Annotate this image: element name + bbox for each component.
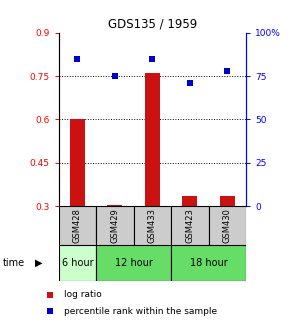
Bar <box>70 119 85 206</box>
Bar <box>107 205 122 206</box>
Bar <box>220 196 235 206</box>
Text: GSM429: GSM429 <box>110 208 119 243</box>
Text: 18 hour: 18 hour <box>190 258 227 268</box>
Bar <box>96 245 171 281</box>
Bar <box>209 206 246 245</box>
Bar <box>171 245 246 281</box>
Text: GSM433: GSM433 <box>148 208 157 243</box>
Text: 12 hour: 12 hour <box>115 258 153 268</box>
Text: GSM430: GSM430 <box>223 208 232 243</box>
Bar <box>171 206 209 245</box>
Text: GSM423: GSM423 <box>185 208 194 243</box>
Text: time: time <box>3 258 25 268</box>
Bar <box>145 73 160 206</box>
Bar <box>182 196 197 206</box>
Bar <box>96 206 134 245</box>
Text: percentile rank within the sample: percentile rank within the sample <box>64 307 217 316</box>
Bar <box>134 206 171 245</box>
Bar <box>59 206 96 245</box>
Text: log ratio: log ratio <box>64 290 102 299</box>
Text: GSM428: GSM428 <box>73 208 82 243</box>
Title: GDS135 / 1959: GDS135 / 1959 <box>108 17 197 30</box>
Text: ▶: ▶ <box>35 258 43 268</box>
Text: 6 hour: 6 hour <box>62 258 93 268</box>
Bar <box>59 245 96 281</box>
